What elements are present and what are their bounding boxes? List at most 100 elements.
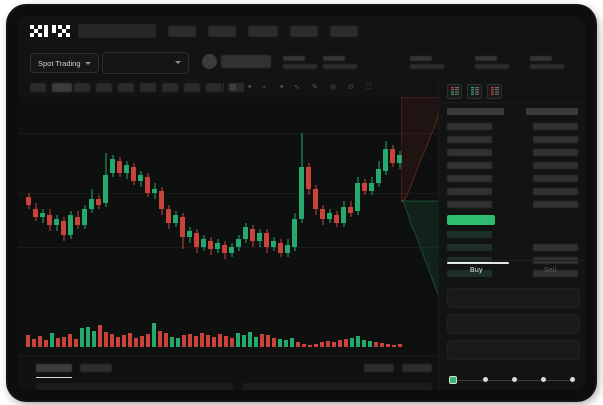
orderbook-both-icon[interactable]: [447, 84, 462, 99]
orderbook-ask-row[interactable]: [447, 175, 492, 182]
order-field-1[interactable]: [447, 314, 580, 334]
timeframe-button-1[interactable]: [52, 83, 72, 92]
pencil-icon[interactable]: ✎: [312, 84, 318, 91]
volume-bar: [218, 334, 222, 347]
orderbook-bid-row[interactable]: [447, 244, 492, 251]
volume-bar: [26, 335, 30, 347]
volume-bar: [56, 338, 60, 347]
global-search-input[interactable]: [78, 24, 156, 38]
candle: [208, 97, 213, 305]
indicator-icon[interactable]: ⌁: [262, 84, 267, 91]
settings-icon[interactable]: ⊙: [348, 84, 354, 91]
trading-pair-select[interactable]: [102, 52, 189, 74]
orderbook-column-header: [447, 108, 504, 115]
timeframe-button-8[interactable]: [206, 83, 222, 92]
bottom-tab-1[interactable]: [80, 364, 112, 372]
timeframe-button-3[interactable]: [96, 83, 112, 92]
order-field-0[interactable]: [447, 288, 580, 308]
candle: [47, 97, 52, 305]
bottom-panel-right[interactable]: [242, 383, 432, 390]
nav-item-0[interactable]: [168, 26, 196, 37]
timeframe-button-6[interactable]: [162, 83, 178, 92]
volume-bar: [278, 339, 282, 347]
chevron-down-icon[interactable]: ▾: [280, 84, 284, 91]
candle: [103, 97, 108, 305]
orderbook-bid-row[interactable]: [447, 270, 492, 277]
orderbook-ask-row[interactable]: [447, 123, 492, 130]
price-candlestick-chart[interactable]: [18, 97, 438, 305]
timeframe-button-7[interactable]: [184, 83, 200, 92]
line-tool-icon[interactable]: ∿: [294, 84, 300, 91]
candle: [180, 97, 185, 305]
candle: [278, 97, 283, 305]
timeframe-button-9[interactable]: [228, 83, 244, 92]
chevron-down-icon[interactable]: ▾: [248, 84, 252, 91]
candle: [145, 97, 150, 305]
candlestick-type-icon[interactable]: ▥: [230, 84, 237, 91]
volume-bar: [350, 338, 354, 347]
slider-handle[interactable]: [449, 376, 457, 384]
candle: [82, 97, 87, 305]
bottom-panel-left[interactable]: [36, 383, 234, 390]
volume-bar: [188, 334, 192, 347]
candle: [173, 97, 178, 305]
orderbook-ask-row[interactable]: [447, 136, 492, 143]
slider-mark-75[interactable]: [541, 377, 546, 382]
candle: [89, 97, 94, 305]
nav-item-1[interactable]: [208, 26, 236, 37]
timeframe-button-5[interactable]: [140, 83, 156, 92]
volume-bar: [356, 336, 360, 347]
order-amount-slider[interactable]: [449, 376, 576, 384]
nav-item-3[interactable]: [290, 26, 318, 37]
bottom-action-1[interactable]: [402, 364, 432, 372]
candle: [264, 97, 269, 305]
market-stat-value: [530, 64, 564, 69]
timeframe-button-2[interactable]: [74, 83, 90, 92]
orderbook-ask-row[interactable]: [447, 162, 492, 169]
bottom-tab-active-indicator: [36, 377, 72, 378]
orderbook-ask-row[interactable]: [447, 188, 492, 195]
trading-mode-dropdown[interactable]: Spot Trading: [30, 53, 99, 73]
orderbook-ask-row[interactable]: [447, 149, 492, 156]
timeframe-button-4[interactable]: [118, 83, 134, 92]
orderbook-asks-icon[interactable]: [487, 84, 502, 99]
bottom-action-0[interactable]: [364, 364, 394, 372]
order-field-2[interactable]: [447, 340, 580, 360]
tab-buy[interactable]: Buy: [470, 267, 483, 274]
nav-item-4[interactable]: [330, 26, 358, 37]
volume-bar: [386, 344, 390, 347]
orderbook-bids-icon[interactable]: [467, 84, 482, 99]
market-stat-1: [323, 56, 357, 69]
timeframe-button-0[interactable]: [30, 83, 46, 92]
candle: [215, 97, 220, 305]
volume-bar: [116, 337, 120, 347]
nav-item-2[interactable]: [248, 26, 278, 37]
slider-mark-100[interactable]: [570, 377, 575, 382]
candle: [194, 97, 199, 305]
candle: [201, 97, 206, 305]
orderbook-bid-amount: [533, 244, 578, 251]
tab-sell[interactable]: Sell: [544, 267, 557, 274]
candle: [271, 97, 276, 305]
candle: [397, 97, 402, 305]
volume-bar: [122, 335, 126, 347]
orderbook-ask-row[interactable]: [447, 201, 492, 208]
volume-bar: [86, 327, 90, 347]
okx-logo[interactable]: [30, 25, 70, 37]
magnet-icon[interactable]: ◎: [330, 84, 337, 91]
volume-bar: [152, 323, 156, 347]
market-stat-label: [475, 56, 497, 61]
candle: [348, 97, 353, 305]
volume-bar: [248, 332, 252, 347]
volume-bar: [104, 332, 108, 347]
bottom-tab-0[interactable]: [36, 364, 72, 372]
candle: [341, 97, 346, 305]
candle: [390, 97, 395, 305]
volume-bar: [212, 337, 216, 347]
slider-mark-25[interactable]: [483, 377, 488, 382]
fullscreen-icon[interactable]: ⛶: [366, 84, 371, 91]
volume-bar: [224, 336, 228, 347]
slider-mark-50[interactable]: [512, 377, 517, 382]
volume-bar: [164, 333, 168, 347]
orderbook-bid-row[interactable]: [447, 231, 492, 238]
